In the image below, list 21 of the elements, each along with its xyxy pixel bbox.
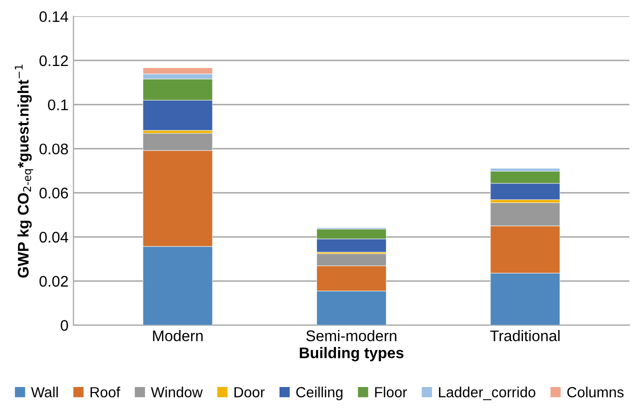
y-tick-label: 0.12 xyxy=(39,55,68,66)
y-tick-label: 0.1 xyxy=(48,99,68,110)
x-tick-label: Semi-modern xyxy=(306,330,396,342)
legend-label: Window xyxy=(150,386,203,398)
legend-label: Roof xyxy=(90,386,120,398)
legend-label: Ceilling xyxy=(296,386,342,400)
x-axis-title: Building types xyxy=(300,347,404,362)
legend-label: Door xyxy=(234,387,265,398)
y-tick-label: 0.04 xyxy=(39,232,68,243)
y-tick-label: 0.08 xyxy=(39,144,68,154)
x-tick-label: Modern xyxy=(153,330,203,342)
legend-label: Ladder_corrido xyxy=(439,386,536,400)
y-axis-title: GWP kg CO$_{2-eq}$*guest.night$^{−1}$ xyxy=(14,64,34,278)
legend-label: Floor xyxy=(375,386,407,398)
y-tick-label: 0.14 xyxy=(39,11,68,22)
y-tick-label: 0.02 xyxy=(39,276,68,287)
legend-label: Wall xyxy=(31,386,58,398)
legend-label: Columns xyxy=(567,386,624,398)
x-tick-label: Traditional xyxy=(490,330,560,342)
y-tick-label: 0 xyxy=(60,320,68,331)
y-tick-label: 0.06 xyxy=(39,188,68,198)
